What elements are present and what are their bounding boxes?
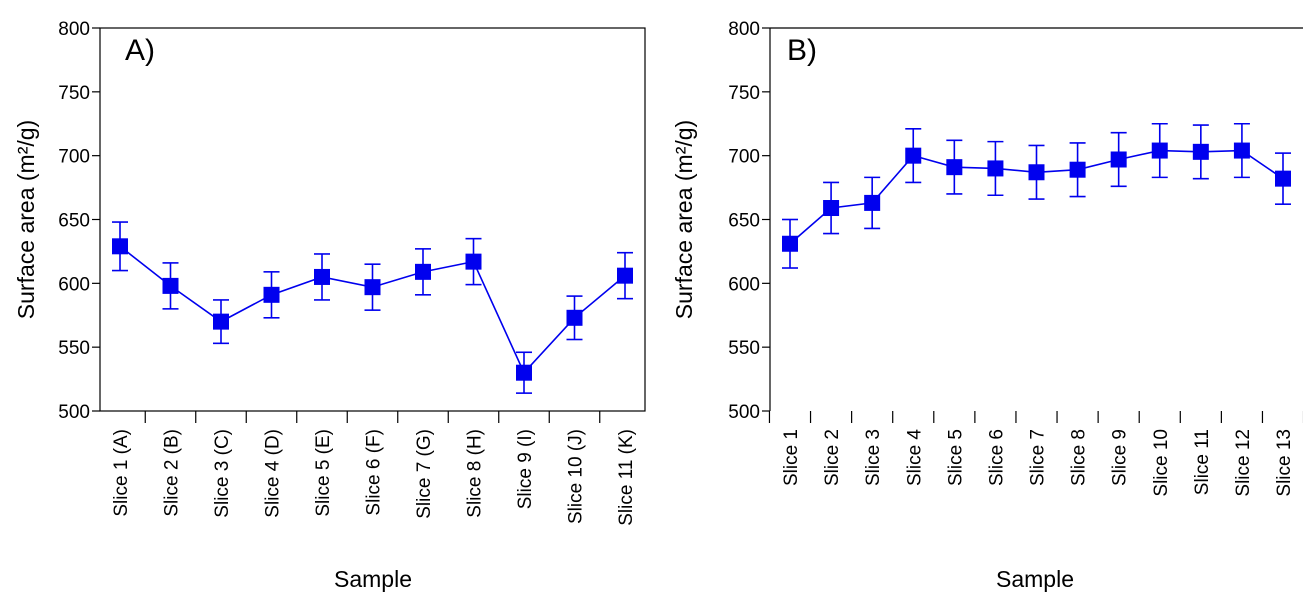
y-tick-label: 500: [728, 402, 760, 423]
data-point: [1275, 170, 1291, 187]
data-point: [823, 200, 840, 217]
x-tick-label: Slice 9 (I): [515, 429, 536, 509]
y-tick-label: 550: [58, 338, 90, 359]
panel-label: A): [125, 34, 155, 67]
data-point: [617, 267, 633, 284]
x-tick-label: Slice 7 (G): [414, 429, 435, 519]
x-axis-title: Sample: [996, 566, 1074, 592]
x-axis-title: Sample: [334, 566, 412, 592]
data-point: [1028, 164, 1045, 181]
x-tick-label: Slice 7: [1028, 429, 1049, 486]
y-tick-label: 800: [58, 19, 90, 40]
chart-panel-b: 500 550 600 650 700 750 800 Slice 1 Slice 2 Slice…: [671, 19, 1303, 592]
x-tick-label: Slice 8: [1069, 429, 1090, 486]
data-point: [364, 279, 381, 296]
data-point: [1233, 142, 1250, 159]
x-tick-label: Slice 9: [1110, 429, 1131, 486]
y-axis-title: Surface area (m²/g): [671, 120, 697, 319]
x-tick-label: Slice 11 (K): [616, 429, 637, 526]
y-tick-label: 700: [728, 147, 760, 168]
data-point: [1069, 161, 1086, 178]
x-tick-label: Slice 1 (A): [111, 429, 132, 517]
data-point: [987, 160, 1004, 177]
x-tick-label: Slice 4 (D): [263, 429, 284, 518]
data-point: [1110, 151, 1127, 168]
data-point: [864, 194, 881, 211]
data-point: [905, 147, 922, 164]
x-tick-label: Slice 2: [822, 429, 843, 486]
x-tick-label: Slice 1: [781, 429, 802, 486]
panel-label: B): [787, 34, 817, 67]
data-point: [314, 268, 330, 285]
x-tick-label: Slice 6: [986, 429, 1007, 486]
x-tick-label: Slice 8 (H): [465, 429, 486, 518]
y-tick-label: 600: [728, 274, 760, 295]
x-tick-label: Slice 4: [904, 429, 925, 486]
data-point: [1192, 143, 1209, 160]
chart-panel-a: 500 550 600 650 700 750 800 Slice 1 (A) Slice 2 …: [13, 19, 646, 592]
data-point: [566, 309, 583, 326]
x-tick-label: Slice 2 (B): [162, 429, 183, 517]
x-tick-label: Slice 10: [1151, 429, 1172, 497]
x-tick-label: Slice 5: [945, 429, 966, 486]
data-point: [162, 277, 179, 294]
y-tick-label: 600: [58, 274, 90, 295]
y-tick-label: 800: [728, 19, 760, 40]
x-tick-label: Slice 6 (F): [364, 429, 385, 516]
plot-frame: [99, 27, 646, 412]
data-point: [213, 313, 229, 330]
data-point: [782, 235, 798, 252]
x-tick-label: Slice 13: [1274, 429, 1295, 497]
y-tick-label: 700: [58, 147, 90, 168]
data-point: [112, 238, 128, 255]
y-tick-label: 550: [728, 338, 760, 359]
data-point: [1151, 142, 1168, 159]
x-tick-label: Slice 11: [1192, 429, 1213, 495]
x-tick-label: Slice 3 (C): [212, 429, 233, 518]
x-tick-label: Slice 3: [863, 429, 884, 486]
data-point: [465, 253, 482, 270]
y-tick-label: 500: [58, 402, 90, 423]
y-axis-title: Surface area (m²/g): [13, 120, 39, 319]
y-tick-label: 750: [58, 83, 90, 104]
x-tick-label: Slice 10 (J): [566, 429, 587, 524]
x-tick-label: Slice 12: [1233, 429, 1254, 497]
data-point: [946, 159, 963, 176]
y-tick-label: 750: [728, 83, 760, 104]
y-tick-label: 650: [728, 211, 760, 232]
x-tick-label: Slice 5 (E): [313, 429, 334, 517]
data-point: [516, 364, 532, 381]
y-tick-label: 650: [58, 211, 90, 232]
data-point: [263, 286, 280, 303]
data-point: [415, 263, 431, 280]
